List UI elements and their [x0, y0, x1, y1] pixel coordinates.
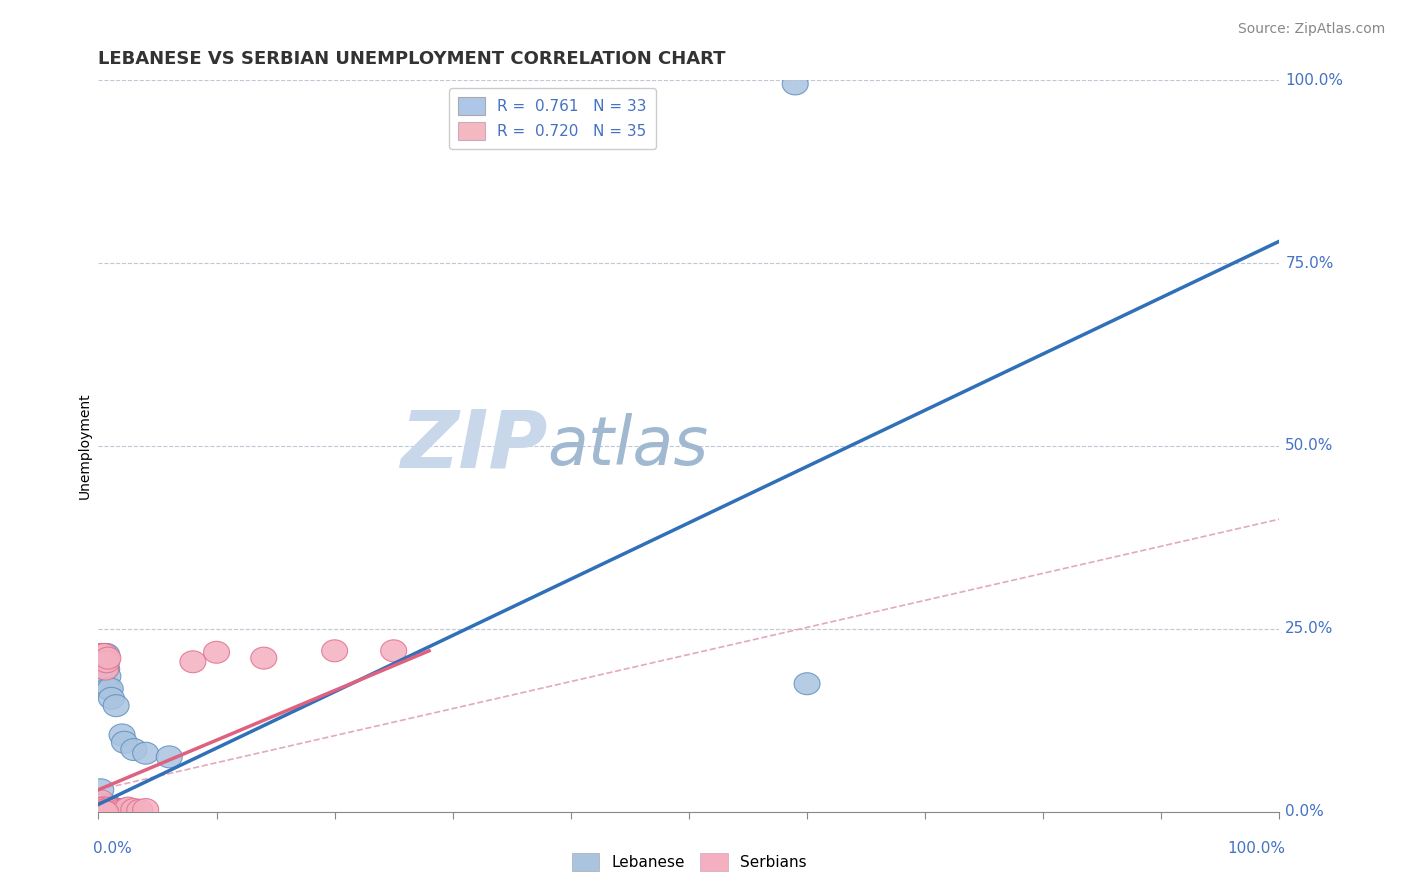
Ellipse shape: [110, 798, 135, 821]
Text: 0.0%: 0.0%: [1285, 805, 1324, 819]
Ellipse shape: [94, 678, 121, 700]
Ellipse shape: [90, 799, 117, 822]
Ellipse shape: [89, 801, 115, 822]
Ellipse shape: [103, 798, 129, 821]
Ellipse shape: [93, 801, 118, 822]
Ellipse shape: [132, 798, 159, 821]
Ellipse shape: [87, 779, 114, 801]
Text: 25.0%: 25.0%: [1285, 622, 1334, 636]
Ellipse shape: [91, 801, 117, 822]
Ellipse shape: [91, 655, 117, 676]
Ellipse shape: [87, 801, 112, 822]
Ellipse shape: [93, 643, 118, 665]
Ellipse shape: [782, 73, 808, 95]
Ellipse shape: [127, 799, 153, 822]
Ellipse shape: [132, 742, 159, 764]
Ellipse shape: [107, 799, 132, 822]
Text: 100.0%: 100.0%: [1227, 841, 1285, 856]
Ellipse shape: [94, 658, 120, 680]
Ellipse shape: [204, 641, 229, 664]
Ellipse shape: [121, 798, 146, 821]
Ellipse shape: [794, 673, 820, 695]
Text: LEBANESE VS SERBIAN UNEMPLOYMENT CORRELATION CHART: LEBANESE VS SERBIAN UNEMPLOYMENT CORRELA…: [98, 50, 725, 68]
Ellipse shape: [91, 801, 117, 822]
Ellipse shape: [103, 695, 129, 716]
Ellipse shape: [93, 799, 118, 822]
Ellipse shape: [93, 658, 118, 680]
Text: ZIP: ZIP: [399, 407, 547, 485]
Ellipse shape: [93, 799, 118, 822]
Ellipse shape: [87, 789, 114, 812]
Ellipse shape: [94, 801, 120, 822]
Ellipse shape: [89, 643, 115, 665]
Legend: Lebanese, Serbians: Lebanese, Serbians: [565, 847, 813, 877]
Ellipse shape: [100, 797, 125, 819]
Ellipse shape: [96, 795, 122, 817]
Ellipse shape: [98, 688, 124, 709]
Ellipse shape: [96, 797, 122, 819]
Ellipse shape: [90, 797, 117, 819]
Ellipse shape: [94, 651, 120, 673]
Ellipse shape: [111, 798, 138, 821]
Ellipse shape: [91, 643, 117, 665]
Ellipse shape: [89, 794, 115, 815]
Ellipse shape: [97, 799, 124, 822]
Ellipse shape: [94, 799, 120, 822]
Ellipse shape: [90, 651, 117, 673]
Text: 100.0%: 100.0%: [1285, 73, 1343, 87]
Ellipse shape: [93, 658, 118, 680]
Ellipse shape: [89, 797, 115, 819]
Ellipse shape: [94, 797, 121, 819]
Ellipse shape: [110, 801, 135, 822]
Ellipse shape: [110, 724, 135, 746]
Ellipse shape: [94, 798, 121, 821]
Ellipse shape: [250, 648, 277, 669]
Ellipse shape: [180, 651, 205, 673]
Text: Source: ZipAtlas.com: Source: ZipAtlas.com: [1237, 22, 1385, 37]
Ellipse shape: [91, 797, 117, 819]
Ellipse shape: [94, 665, 121, 688]
Ellipse shape: [322, 640, 347, 662]
Ellipse shape: [103, 798, 129, 821]
Ellipse shape: [89, 643, 115, 665]
Ellipse shape: [87, 801, 114, 822]
Y-axis label: Unemployment: Unemployment: [77, 392, 91, 500]
Ellipse shape: [91, 643, 117, 665]
Ellipse shape: [94, 648, 121, 669]
Ellipse shape: [94, 643, 120, 665]
Ellipse shape: [90, 801, 117, 822]
Text: 0.0%: 0.0%: [93, 841, 131, 856]
Ellipse shape: [381, 640, 406, 662]
Ellipse shape: [100, 798, 125, 821]
Text: 50.0%: 50.0%: [1285, 439, 1334, 453]
Ellipse shape: [121, 739, 146, 761]
Ellipse shape: [115, 797, 141, 819]
Ellipse shape: [97, 678, 124, 700]
Ellipse shape: [156, 746, 183, 768]
Ellipse shape: [115, 799, 141, 822]
Text: 75.0%: 75.0%: [1285, 256, 1334, 270]
Ellipse shape: [107, 801, 132, 822]
Ellipse shape: [111, 731, 138, 753]
Ellipse shape: [97, 798, 124, 821]
Text: atlas: atlas: [547, 413, 709, 479]
